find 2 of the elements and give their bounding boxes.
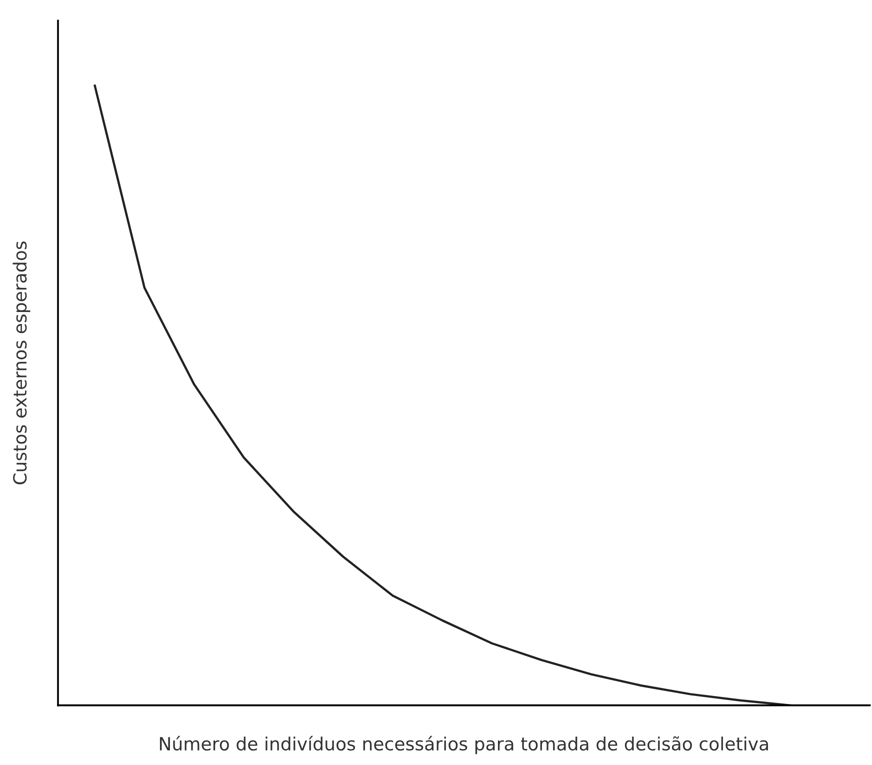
x-axis-title: Número de indivíduos necessários para tomada de decisão coletiva xyxy=(160,736,768,754)
y-axis-title: Custos externos esperados xyxy=(12,242,30,484)
